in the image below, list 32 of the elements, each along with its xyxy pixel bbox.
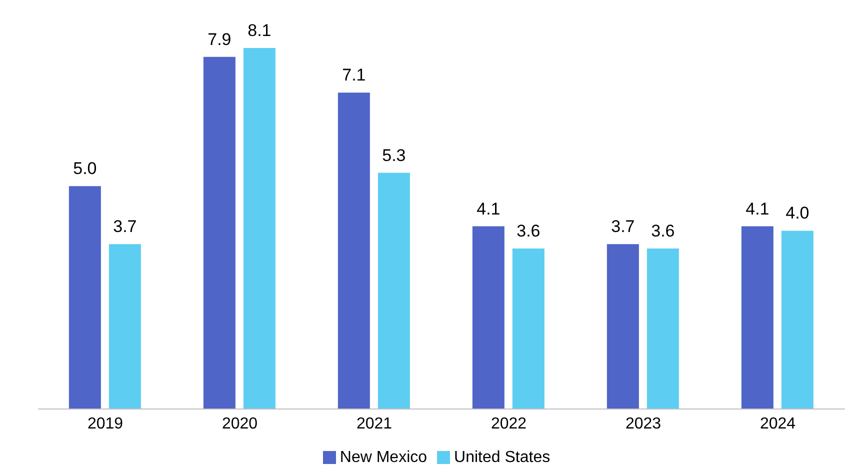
bar	[203, 56, 236, 409]
bar	[472, 226, 504, 409]
x-tick-label: 2023	[625, 415, 662, 432]
bar	[378, 172, 410, 409]
bar	[68, 186, 101, 409]
x-tick-label: 2019	[87, 415, 124, 432]
data-label: 8.1	[248, 21, 272, 40]
bar	[781, 230, 814, 409]
bar	[243, 48, 276, 409]
data-label: 4.1	[476, 199, 500, 218]
legend-label: New Mexico	[340, 449, 428, 466]
data-label: 3.6	[651, 222, 675, 241]
x-tick-label: 2024	[760, 415, 796, 432]
bar	[108, 244, 141, 409]
data-label: 3.7	[611, 217, 635, 236]
legend-label: United States	[454, 449, 550, 466]
data-label: 7.9	[208, 30, 232, 49]
data-label: 4.0	[786, 204, 810, 223]
data-label: 5.0	[73, 159, 97, 178]
bar	[646, 248, 679, 409]
bar	[741, 226, 774, 409]
data-label: 7.1	[342, 66, 366, 85]
x-tick-label: 2021	[356, 415, 392, 432]
bar	[512, 248, 544, 409]
data-label: 3.6	[516, 222, 540, 241]
x-tick-label: 2020	[222, 415, 258, 432]
bar	[338, 92, 370, 409]
data-label: 5.3	[382, 146, 406, 165]
data-label: 4.1	[746, 199, 770, 218]
x-tick-label: 2022	[490, 415, 527, 432]
bar	[606, 244, 639, 409]
data-label: 3.7	[113, 217, 137, 236]
